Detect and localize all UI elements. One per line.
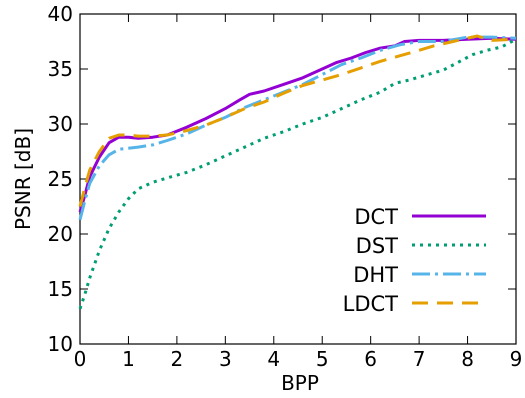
axes: 0 1 2 3 4 5 6 7 8 9 10 15 20 25 30 35 40 <box>48 2 523 371</box>
y-tick-label: 40 <box>48 2 73 26</box>
y-tick-label: 30 <box>48 112 73 136</box>
series-line-dst <box>78 37 517 310</box>
legend: DCT DST DHT LDCT <box>343 205 486 316</box>
series-line-ldct <box>78 34 517 207</box>
x-tick-label: 9 <box>510 347 523 371</box>
legend-label-dht: DHT <box>353 263 398 287</box>
y-tick-label: 35 <box>48 57 73 81</box>
x-tick-label: 3 <box>219 347 232 371</box>
x-tick-label: 4 <box>267 347 280 371</box>
plot-frame <box>79 13 517 345</box>
x-tick-label: 6 <box>364 347 377 371</box>
y-axis-title: PSNR [dB] <box>11 128 35 230</box>
x-tick-label: 5 <box>316 347 329 371</box>
y-tick-label: 20 <box>48 222 73 246</box>
y-tick-label: 25 <box>48 167 73 191</box>
legend-label-dct: DCT <box>354 205 398 229</box>
legend-label-ldct: LDCT <box>343 292 399 316</box>
y-tick-label: 10 <box>48 332 73 356</box>
x-tick-label: 0 <box>74 347 87 371</box>
x-axis-title: BPP <box>281 371 319 395</box>
series-lines <box>78 34 517 310</box>
y-tick-label: 15 <box>48 277 73 301</box>
x-tick-label: 1 <box>122 347 135 371</box>
legend-label-dst: DST <box>356 234 399 258</box>
series-line-dct <box>78 36 517 213</box>
x-tick-label: 2 <box>171 347 184 371</box>
series-line-dht <box>78 35 517 221</box>
x-tick-label: 8 <box>461 347 474 371</box>
x-tick-label: 7 <box>413 347 426 371</box>
